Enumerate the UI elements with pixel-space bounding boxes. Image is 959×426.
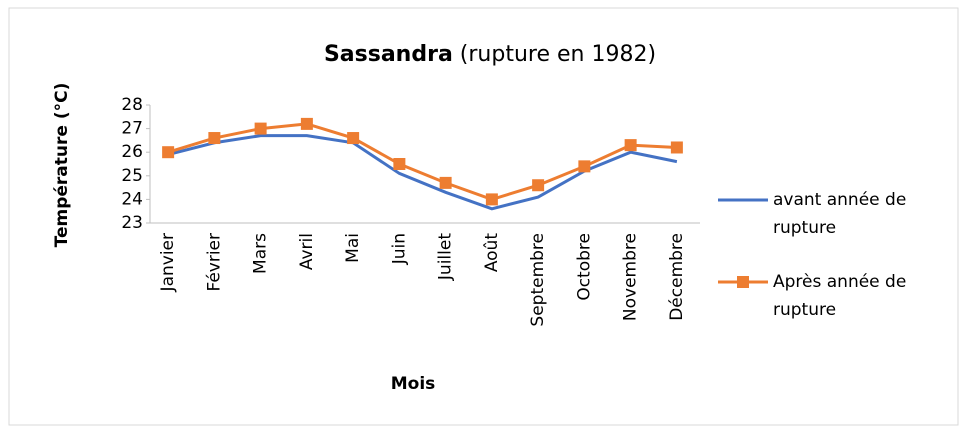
point-marker [624,139,637,152]
point-marker [393,158,406,170]
x-tick-label: Décembre [667,233,687,321]
y-axis-title: Température (°C) [52,83,72,248]
point-marker [300,117,313,130]
y-tick-label: 25 [121,166,143,186]
legend-label: Après année de rupture [773,272,907,320]
x-tick-label: Octobre [574,233,594,301]
point-marker [670,141,683,154]
x-tick-label: Novembre [621,233,641,321]
point-marker [254,122,267,135]
point-marker [532,179,545,192]
point-marker [162,146,175,159]
y-tick-label: 23 [121,213,143,233]
x-axis-title: Mois [391,374,436,394]
point-marker [485,193,498,206]
point-marker [578,160,591,173]
series-line [167,134,678,211]
y-tick-label: 28 [121,95,143,115]
legend-label: avant année de rupture [773,190,907,238]
x-tick-label: Février [204,233,224,292]
x-tick-label: Juillet [436,233,456,281]
point-marker [208,132,221,145]
point-marker [439,176,452,189]
x-tick-label: Juin [389,233,409,265]
x-tick-label: Septembre [528,233,548,327]
title-rest: (rupture en 1982) [460,42,656,67]
title-main: Sassandra [324,42,453,67]
chart-border [8,7,959,426]
x-tick-label: Mai [343,233,363,263]
x-tick-label: Mars [251,233,271,274]
chart-title: Sassandra (rupture en 1982) [324,42,656,67]
y-tick-label: 26 [121,142,143,162]
x-tick-label: Août [482,233,502,273]
x-tick-label: Avril [297,233,317,270]
legend-marker [737,276,749,288]
point-marker [347,132,360,145]
x-tick-label: Janvier [158,233,178,292]
series-line [167,122,677,201]
y-tick-label: 24 [121,189,143,209]
y-tick-label: 27 [121,119,143,139]
